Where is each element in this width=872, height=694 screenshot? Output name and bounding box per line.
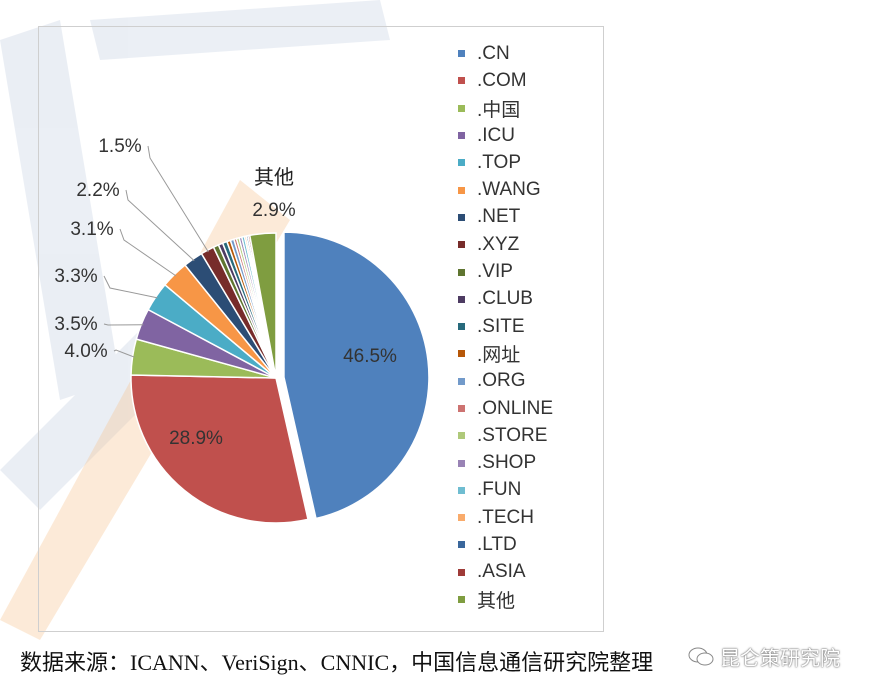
legend-label-9: .CLUB	[477, 288, 533, 310]
legend-swatch-16	[458, 486, 465, 494]
legend-item-17: .TECH	[458, 504, 608, 531]
legend-label-16: .FUN	[477, 479, 522, 501]
legend-item-13: .ONLINE	[458, 395, 608, 422]
legend-item-5: .WANG	[458, 176, 608, 203]
pie-slice-0	[283, 231, 430, 520]
legend-item-19: .ASIA	[458, 559, 608, 586]
legend-label-3: .ICU	[477, 124, 515, 146]
legend-item-11: .网址	[458, 340, 608, 367]
legend-swatch-1	[458, 77, 465, 85]
legend-item-14: .STORE	[458, 422, 608, 449]
legend-item-9: .CLUB	[458, 286, 608, 313]
legend-label-4: .TOP	[477, 151, 521, 173]
legend-item-20: 其他	[458, 586, 608, 613]
legend-label-1: .COM	[477, 69, 527, 91]
legend-item-0: .CN	[458, 40, 608, 67]
leader-line-5	[119, 228, 177, 277]
legend-swatch-9	[458, 295, 465, 303]
legend-label-5: .WANG	[477, 179, 541, 201]
legend-label-20: 其他	[477, 591, 516, 613]
legend-item-8: .VIP	[458, 258, 608, 285]
legend-item-7: .XYZ	[458, 231, 608, 258]
legend-item-3: .ICU	[458, 122, 608, 149]
legend-label-12: .ORG	[477, 370, 526, 392]
legend-label-14: .STORE	[477, 424, 548, 446]
wechat-watermark: 昆仑策研究院	[688, 642, 840, 671]
legend-label-19: .ASIA	[477, 561, 526, 583]
legend-item-10: .SITE	[458, 313, 608, 340]
legend-swatch-3	[458, 132, 465, 140]
legend-item-1: .COM	[458, 67, 608, 94]
legend-swatch-0	[458, 50, 465, 58]
legend-label-17: .TECH	[477, 506, 534, 528]
legend-swatch-7	[458, 241, 465, 249]
leader-line-4	[103, 275, 158, 299]
data-label-0: 46.5%	[343, 346, 397, 367]
legend-swatch-18	[458, 541, 465, 549]
data-label-4: 3.3%	[54, 266, 97, 287]
legend-item-4: .TOP	[458, 149, 608, 176]
data-label-5: 3.1%	[70, 219, 113, 240]
legend-swatch-17	[458, 514, 465, 522]
leader-line-2	[113, 349, 135, 358]
wechat-account-name: 昆仑策研究院	[720, 648, 840, 670]
leader-line-6	[125, 189, 195, 262]
legend-label-13: .ONLINE	[477, 397, 554, 419]
legend-swatch-15	[458, 459, 465, 467]
legend-swatch-8	[458, 268, 465, 276]
leader-line-7	[147, 145, 209, 253]
legend-item-2: .中国	[458, 95, 608, 122]
legend-label-8: .VIP	[477, 261, 513, 283]
legend-swatch-12	[458, 377, 465, 385]
legend-swatch-2	[458, 104, 465, 112]
legend-swatch-11	[458, 350, 465, 358]
data-label-3: 3.5%	[54, 314, 97, 335]
legend-swatch-20	[458, 596, 465, 604]
legend-label-15: .SHOP	[477, 452, 537, 474]
data-label-name-20: 其他	[254, 165, 294, 189]
legend-swatch-4	[458, 159, 465, 167]
legend-item-6: .NET	[458, 204, 608, 231]
legend-label-6: .NET	[477, 206, 521, 228]
legend-label-0: .CN	[477, 42, 510, 64]
legend-item-15: .SHOP	[458, 449, 608, 476]
data-label-2: 4.0%	[64, 341, 107, 362]
data-label-6: 2.2%	[76, 180, 119, 201]
data-label-20: 2.9%	[252, 200, 295, 221]
leader-line-3	[103, 323, 144, 326]
chart-frame	[38, 26, 604, 632]
legend-swatch-6	[458, 213, 465, 221]
legend-item-16: .FUN	[458, 477, 608, 504]
wechat-icon	[688, 647, 714, 665]
legend-swatch-10	[458, 323, 465, 331]
legend-swatch-13	[458, 405, 465, 412]
legend-item-18: .LTD	[458, 531, 608, 558]
data-label-7: 1.5%	[98, 136, 141, 157]
legend-label-18: .LTD	[477, 533, 517, 555]
pie-slice-20	[248, 232, 277, 379]
legend-swatch-19	[458, 568, 465, 576]
source-note: 数据来源：ICANN、VeriSign、CNNIC，中国信息通信研究院整理	[20, 650, 654, 675]
legend-label-2: .中国	[477, 99, 521, 121]
legend-label-10: .SITE	[477, 315, 525, 337]
legend: .CN .COM .中国 .ICU .TOP .WANG .NET .XYZ .VIP .CLUB…	[458, 40, 608, 613]
pie-slice-1	[130, 374, 309, 524]
legend-swatch-14	[458, 432, 465, 440]
legend-label-7: .XYZ	[477, 233, 520, 255]
data-label-1: 28.9%	[169, 428, 223, 449]
legend-item-12: .ORG	[458, 368, 608, 395]
legend-label-11: .网址	[477, 345, 521, 367]
legend-swatch-5	[458, 186, 465, 194]
